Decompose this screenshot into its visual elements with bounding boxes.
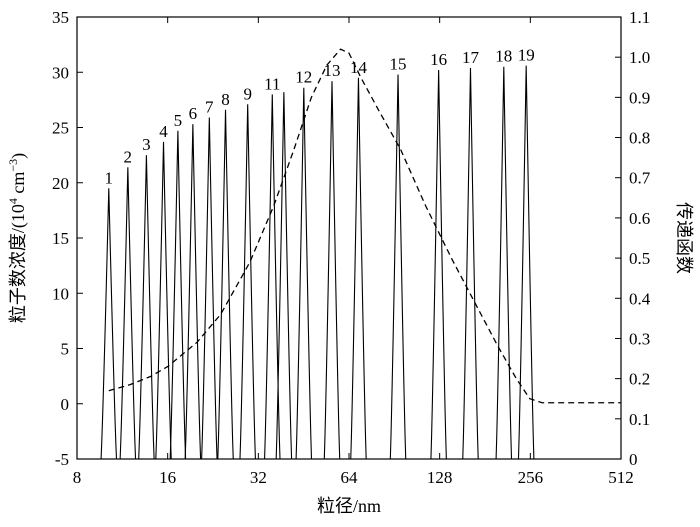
y-tick-label: 25 — [52, 119, 69, 138]
peak-label-19: 19 — [518, 46, 535, 65]
peak-8 — [217, 109, 234, 459]
peak-7 — [201, 117, 218, 459]
peak-label-12: 12 — [295, 68, 312, 87]
peak-label-14: 14 — [350, 58, 368, 77]
y2-tick-label: 0.7 — [629, 169, 651, 188]
peak-12 — [295, 87, 313, 459]
peak-label-9: 9 — [243, 84, 252, 103]
x-tick-label: 512 — [608, 468, 634, 487]
y-tick-label: 15 — [52, 229, 69, 248]
x-tick-label: 32 — [250, 468, 267, 487]
peak-label-17: 17 — [462, 48, 480, 67]
transfer-function-series — [108, 48, 621, 404]
peak-1 — [100, 188, 118, 459]
y2-tick-label: 0.6 — [629, 209, 650, 228]
y2-tick-label: 0.3 — [629, 329, 650, 348]
peak-15 — [389, 74, 407, 459]
x-tick-label: 256 — [518, 468, 544, 487]
y2-tick-label: 1.1 — [629, 8, 650, 27]
peak-label-6: 6 — [189, 104, 198, 123]
x-tick-label: 16 — [159, 468, 176, 487]
y2-tick-label: 0.2 — [629, 370, 650, 389]
y2-tick-label: 0 — [629, 450, 638, 469]
peak-6 — [184, 124, 202, 459]
y2-tick-label: 0.1 — [629, 410, 650, 429]
peak-17 — [462, 67, 479, 459]
y-axis-title: 粒子数浓度/(104 cm−3) — [6, 153, 29, 323]
transfer-function-line — [108, 48, 621, 404]
peak-2 — [119, 167, 137, 459]
y2-tick-label: 0.8 — [629, 129, 650, 148]
peak-4 — [155, 141, 172, 459]
axes: 8 16 32 64 128 256 512-50510152025303500.10.20… — [52, 8, 651, 487]
peak-11 — [264, 94, 281, 459]
y2-tick-label: 0.9 — [629, 88, 650, 107]
peak-13 — [323, 81, 341, 459]
peak-label-2: 2 — [124, 147, 133, 166]
particle-concentration-series — [100, 65, 535, 459]
peak-unlabeled-0 — [275, 92, 293, 459]
peak-label-18: 18 — [495, 47, 512, 66]
x-tick-label: 128 — [427, 468, 453, 487]
y-tick-label: 35 — [52, 8, 69, 27]
y2-tick-label: 1.0 — [629, 48, 650, 67]
x-tick-label: 8 — [73, 468, 82, 487]
peak-label-8: 8 — [221, 90, 230, 109]
peak-label-11: 11 — [264, 74, 280, 93]
y2-tick-label: 0.4 — [629, 289, 651, 308]
y2-tick-label: 0.5 — [629, 249, 650, 268]
plot-frame — [76, 16, 622, 460]
x-tick-label: 64 — [341, 468, 359, 487]
peak-label-13: 13 — [324, 61, 341, 80]
peak-16 — [430, 70, 447, 459]
y-tick-label: -5 — [55, 450, 69, 469]
peak-18 — [495, 66, 513, 459]
y2-axis-title: 传递函数 — [674, 202, 694, 274]
y-tick-label: 20 — [52, 174, 69, 193]
y-tick-label: 10 — [52, 284, 69, 303]
peak-3 — [138, 155, 155, 459]
peak-14 — [350, 77, 367, 459]
y-tick-label: 30 — [52, 63, 69, 82]
peak-label-3: 3 — [142, 135, 151, 154]
peak-5 — [169, 130, 187, 459]
peak-label-7: 7 — [205, 98, 214, 117]
y-tick-label: 0 — [61, 395, 70, 414]
peak-label-16: 16 — [430, 50, 447, 69]
x-axis-title: 粒径/nm — [317, 496, 381, 516]
peak-9 — [239, 104, 256, 459]
peak-label-4: 4 — [159, 122, 168, 141]
peak-label-15: 15 — [390, 55, 407, 74]
peak-label-1: 1 — [105, 168, 114, 187]
peak-label-5: 5 — [174, 111, 183, 130]
y-tick-label: 5 — [61, 340, 70, 359]
peak-19 — [517, 65, 535, 459]
